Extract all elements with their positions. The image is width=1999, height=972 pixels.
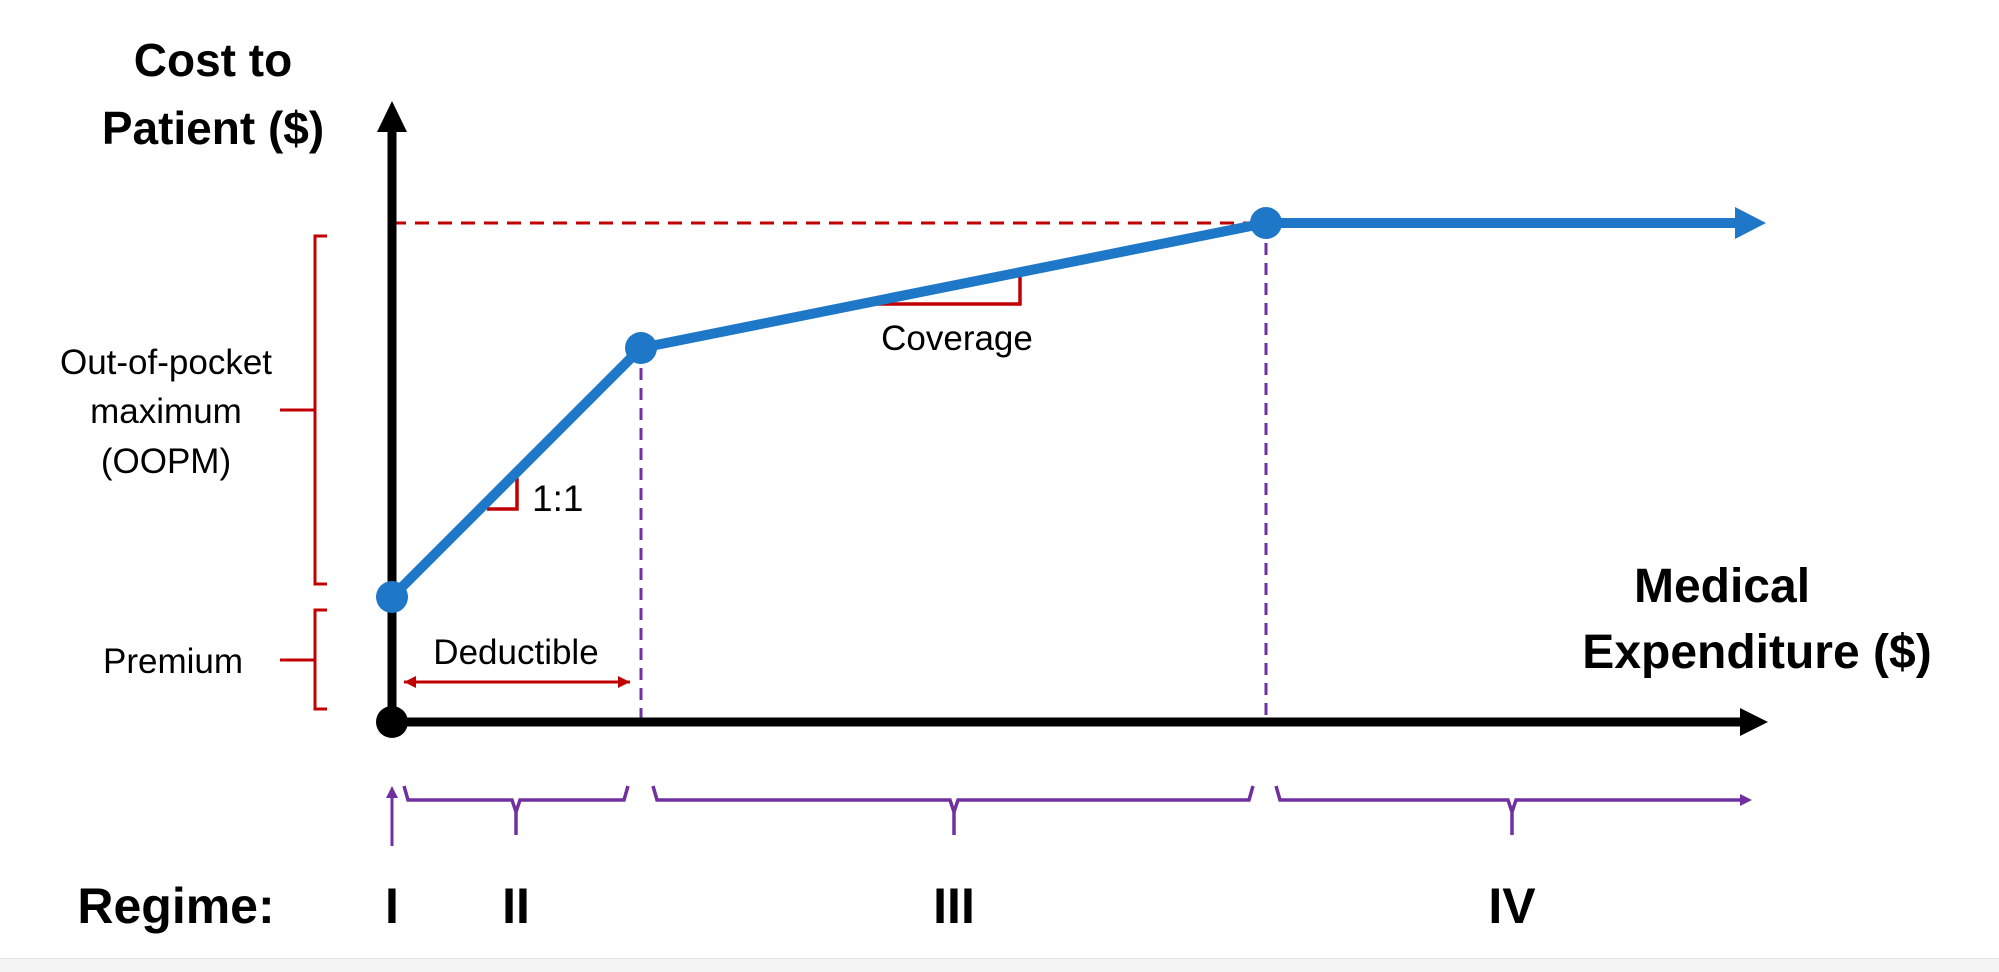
regime-IV-brace: [1274, 785, 1740, 835]
deductible-point: [625, 332, 657, 364]
origin-dot: [376, 706, 408, 738]
deductible-arrowhead-left: [404, 676, 416, 688]
x-axis-arrowhead: [1740, 708, 1768, 736]
oopm-point: [1250, 207, 1282, 239]
regime-IV-arrowhead: [1740, 794, 1752, 806]
premium-bracket: [280, 608, 327, 711]
regime-II-label: II: [502, 878, 530, 934]
regime-title: Regime:: [77, 878, 274, 934]
slope-1to1-triangle: [487, 478, 519, 511]
oopm-label-line1: Out-of-pocket: [60, 343, 272, 382]
slope-1to1-label: 1:1: [532, 478, 583, 519]
deductible-label: Deductible: [433, 633, 598, 672]
y-axis-title-line2: Patient ($): [102, 102, 324, 154]
regime-I-label: I: [385, 878, 399, 934]
cost-curve-arrowhead: [1735, 207, 1766, 239]
premium-label: Premium: [103, 642, 243, 681]
coverage-slope-triangle: [877, 276, 1022, 306]
oopm-label-line3: (OOPM): [101, 442, 231, 481]
regime-I-arrowhead: [386, 786, 398, 798]
cost-curve: [388, 218, 1742, 601]
deductible-arrowhead-right: [618, 676, 630, 688]
regime-IV-label: IV: [1488, 878, 1536, 934]
regime-III-label: III: [933, 878, 975, 934]
regime-II-brace: [402, 785, 630, 835]
oopm-bracket: [280, 234, 327, 586]
y-axis-title-line1: Cost to: [134, 34, 292, 86]
x-axis-title-line2: Expenditure ($): [1582, 626, 1931, 679]
y-axis-arrowhead: [377, 101, 407, 132]
premium-point: [376, 581, 408, 613]
coverage-label: Coverage: [881, 319, 1033, 358]
x-axis-title-line1: Medical: [1634, 560, 1810, 613]
oopm-label-line2: maximum: [90, 392, 242, 431]
regime-III-brace: [651, 785, 1255, 835]
footer-strip: [0, 958, 1999, 972]
